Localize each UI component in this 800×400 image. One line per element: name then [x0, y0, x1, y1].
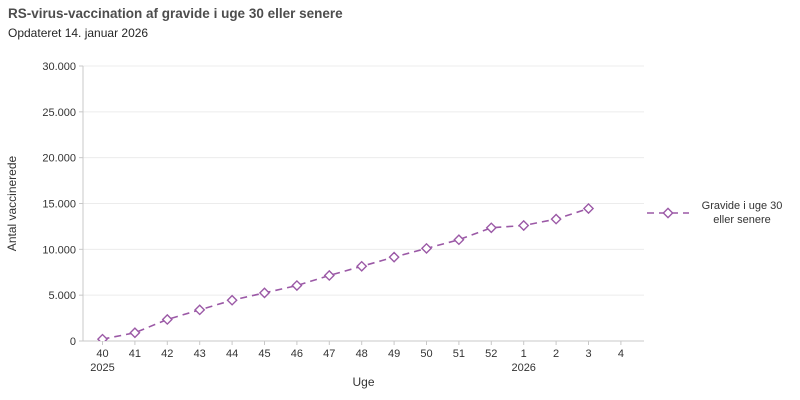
x-axis-title: Uge [352, 375, 374, 389]
y-tick-label-30.000: 30.000 [42, 61, 76, 73]
x-tick-label-2: 2 [553, 348, 559, 360]
data-point-week-40[interactable] [96, 333, 109, 344]
x-tick-label-4: 4 [618, 348, 624, 360]
data-point-week-51[interactable] [453, 234, 465, 246]
data-point-week-1[interactable] [518, 219, 530, 232]
y-tick-label-20.000: 20.000 [42, 153, 76, 165]
data-point-week-48[interactable] [356, 260, 368, 272]
data-point-week-3[interactable] [582, 202, 595, 215]
x-year-label-2025: 2025 [90, 362, 114, 374]
x-tick-label-42: 42 [161, 348, 173, 360]
x-tick-label-51: 51 [453, 348, 465, 360]
chart-title: RS-virus-vaccination af gravide i uge 30… [8, 6, 343, 21]
data-point-week-42[interactable] [161, 313, 173, 326]
x-tick-label-41: 41 [129, 348, 141, 360]
data-point-week-43[interactable] [194, 304, 206, 316]
legend: Gravide i uge 30 eller senere [646, 199, 788, 227]
y-tick-label-15.000: 15.000 [42, 199, 76, 211]
x-tick-label-52: 52 [485, 348, 497, 360]
legend-item-gravide[interactable]: Gravide i uge 30 eller senere [646, 199, 788, 227]
x-tick-label-47: 47 [323, 348, 335, 360]
y-tick-label-25.000: 25.000 [42, 107, 76, 119]
chart-subtitle: Opdateret 14. januar 2026 [8, 26, 149, 40]
y-tick-label-0: 0 [70, 336, 76, 348]
y-tick-label-5.000: 5.000 [48, 290, 76, 302]
legend-label-line1: Gravide i uge 30 [701, 200, 783, 212]
x-tick-label-43: 43 [194, 348, 206, 360]
x-tick-label-46: 46 [291, 348, 303, 360]
data-point-week-52[interactable] [485, 222, 497, 234]
data-point-week-44[interactable] [226, 294, 238, 306]
x-tick-label-3: 3 [585, 348, 591, 360]
x-tick-label-1: 1 [521, 348, 527, 360]
x-tick-label-49: 49 [388, 348, 400, 360]
x-tick-label-40: 40 [96, 348, 108, 360]
x-tick-label-50: 50 [420, 348, 432, 360]
data-point-week-50[interactable] [420, 242, 433, 255]
data-point-week-47[interactable] [323, 269, 335, 282]
x-tick-label-45: 45 [258, 348, 270, 360]
legend-line-diamond-icon [647, 207, 689, 219]
y-tick-label-10.000: 10.000 [42, 244, 76, 256]
data-point-week-49[interactable] [388, 251, 400, 263]
legend-label: Gravide i uge 30 eller senere [696, 199, 788, 227]
y-axis-title: Antal vaccinerede [5, 155, 19, 251]
series-line [102, 207, 589, 340]
data-point-week-41[interactable] [129, 327, 141, 339]
x-tick-label-44: 44 [226, 348, 238, 360]
data-point-week-46[interactable] [291, 279, 303, 292]
x-tick-label-48: 48 [356, 348, 368, 360]
x-year-label-2026: 2026 [511, 362, 535, 374]
data-point-week-45[interactable] [258, 287, 271, 299]
legend-label-line2: eller senere [713, 214, 771, 226]
data-point-week-2[interactable] [550, 213, 562, 225]
series-gravide-i-uge-30-eller-senere [96, 202, 595, 344]
